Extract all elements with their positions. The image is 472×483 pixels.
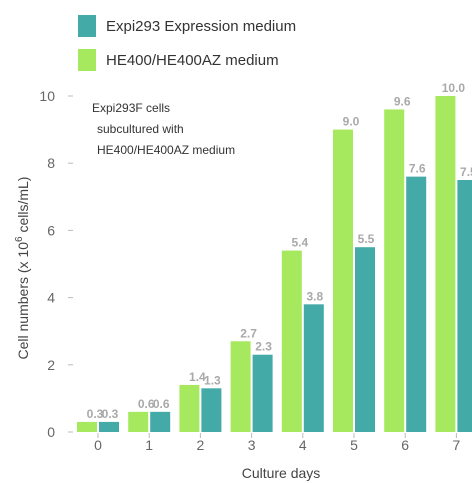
value-label-series1-day6: 7.6 xyxy=(409,162,426,176)
annotation-line-2: HE400/HE400AZ medium xyxy=(97,143,235,157)
value-label-series1-day4: 3.8 xyxy=(306,289,323,303)
x-axis-title: Culture days xyxy=(242,465,321,481)
value-label-series1-day7: 7.5 xyxy=(460,165,472,179)
value-label-series1-day1: 0.6 xyxy=(153,397,170,411)
legend-swatch-he400 xyxy=(78,49,96,71)
x-tick-label-1: 1 xyxy=(145,437,153,453)
legend-item-he400: HE400/HE400AZ medium xyxy=(78,44,296,76)
y-tick-label-5: 10 xyxy=(39,88,55,104)
bar-series1-day4 xyxy=(303,304,324,432)
y-axis-title: Cell numbers (x 106 cells/mL) xyxy=(14,177,31,360)
bar-series0-day1 xyxy=(128,411,149,432)
y-tick-label-1: 2 xyxy=(47,357,55,373)
annotation-line-1: subcultured with xyxy=(97,122,184,136)
y-tick-label-4: 8 xyxy=(47,155,55,171)
chart-legend: Expi293 Expression medium HE400/HE400AZ … xyxy=(78,10,296,78)
bar-series0-day5 xyxy=(333,129,353,432)
x-tick-label-7: 7 xyxy=(453,437,461,453)
x-tick-label-4: 4 xyxy=(299,437,307,453)
value-label-series1-day0: 0.3 xyxy=(102,407,119,421)
bar-series1-day7 xyxy=(457,180,472,432)
y-tick-label-3: 6 xyxy=(47,222,55,238)
legend-item-expi293: Expi293 Expression medium xyxy=(78,10,296,42)
x-tick-label-6: 6 xyxy=(401,437,409,453)
bar-series0-day7 xyxy=(435,96,456,432)
value-label-series0-day1: 0.6 xyxy=(138,397,155,411)
bar-series0-day4 xyxy=(281,250,302,432)
y-tick-label-0: 0 xyxy=(47,424,55,440)
value-label-series1-day5: 5.5 xyxy=(358,232,375,246)
x-tick-label-3: 3 xyxy=(248,437,256,453)
legend-swatch-expi293 xyxy=(78,15,96,37)
value-label-series0-day7: 10.0 xyxy=(442,81,466,95)
legend-label-expi293: Expi293 Expression medium xyxy=(106,17,297,35)
value-label-series0-day3: 2.7 xyxy=(240,326,257,340)
bar-series0-day2 xyxy=(179,384,200,432)
bar-series1-day2 xyxy=(201,388,222,432)
bar-series1-day6 xyxy=(406,176,427,432)
x-tick-label-2: 2 xyxy=(197,437,205,453)
value-label-series1-day2: 1.3 xyxy=(204,373,221,387)
value-label-series0-day2: 1.4 xyxy=(189,370,206,384)
bar-series1-day5 xyxy=(355,247,375,432)
value-label-series0-day0: 0.3 xyxy=(87,407,104,421)
y-tick-label-2: 4 xyxy=(47,290,55,306)
bar-series0-day0 xyxy=(77,421,97,432)
bar-series1-day3 xyxy=(252,354,273,432)
value-label-series0-day4: 5.4 xyxy=(291,236,308,250)
annotation-line-0: Expi293F cells xyxy=(92,101,170,115)
x-tick-label-5: 5 xyxy=(350,437,358,453)
x-tick-label-0: 0 xyxy=(94,437,102,453)
value-label-series1-day3: 2.3 xyxy=(255,340,272,354)
bar-series1-day0 xyxy=(99,421,119,432)
value-label-series0-day6: 9.6 xyxy=(394,94,411,108)
bar-series1-day1 xyxy=(150,411,171,432)
bar-series0-day6 xyxy=(384,109,405,432)
bar-series0-day3 xyxy=(230,341,251,432)
legend-label-he400: HE400/HE400AZ medium xyxy=(106,51,279,69)
value-label-series0-day5: 9.0 xyxy=(343,115,360,129)
